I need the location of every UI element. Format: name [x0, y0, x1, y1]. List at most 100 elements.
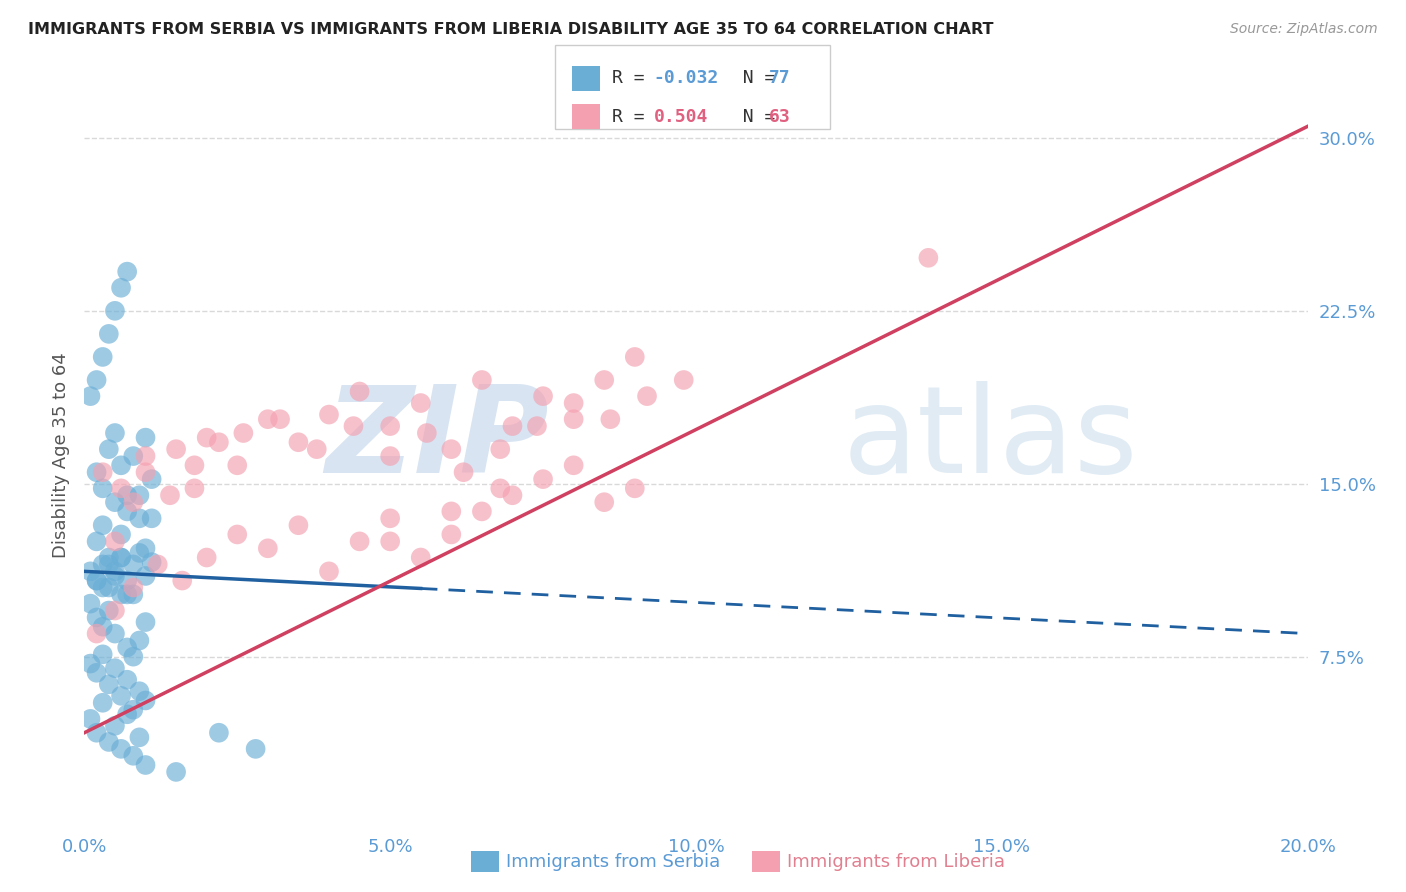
Point: [135, 465, 157, 479]
Point: [146, 558, 169, 572]
Point: [471, 373, 494, 387]
Point: [91, 518, 114, 533]
Point: [183, 481, 205, 495]
Point: [79, 565, 101, 579]
Point: [380, 534, 402, 549]
Point: [195, 550, 218, 565]
Point: [128, 633, 150, 648]
Point: [97, 603, 120, 617]
Text: R =: R =: [612, 70, 655, 87]
Point: [97, 326, 120, 341]
Point: [122, 649, 145, 664]
Point: [122, 748, 145, 763]
Point: [91, 581, 114, 595]
Point: [562, 412, 585, 426]
Point: [86, 465, 108, 479]
Point: [86, 725, 108, 739]
Point: [110, 689, 132, 703]
Point: [409, 550, 432, 565]
Point: [91, 696, 114, 710]
Point: [135, 693, 157, 707]
Point: [471, 504, 494, 518]
Point: [409, 396, 432, 410]
Text: Source: ZipAtlas.com: Source: ZipAtlas.com: [1230, 22, 1378, 37]
Point: [636, 389, 658, 403]
Point: [208, 435, 231, 450]
Point: [172, 574, 194, 588]
Point: [104, 661, 127, 675]
Point: [257, 541, 280, 556]
Point: [135, 449, 157, 463]
Point: [110, 550, 132, 565]
Point: [593, 495, 616, 509]
Point: [110, 527, 132, 541]
Point: [416, 425, 439, 440]
Point: [226, 458, 249, 473]
Point: [104, 425, 127, 440]
Point: [128, 546, 150, 560]
Point: [97, 735, 120, 749]
Point: [86, 373, 108, 387]
Point: [599, 412, 621, 426]
Y-axis label: Disability Age 35 to 64: Disability Age 35 to 64: [52, 352, 70, 558]
Text: ZIP: ZIP: [325, 382, 550, 499]
Text: R =: R =: [612, 108, 666, 126]
Point: [86, 574, 108, 588]
Point: [269, 412, 291, 426]
Point: [104, 626, 127, 640]
Point: [79, 389, 101, 403]
Point: [208, 725, 231, 739]
Point: [502, 419, 524, 434]
Point: [672, 373, 695, 387]
Point: [440, 504, 463, 518]
Point: [122, 703, 145, 717]
Point: [110, 550, 132, 565]
Text: Immigrants from Liberia: Immigrants from Liberia: [787, 853, 1005, 871]
Point: [115, 640, 138, 655]
Point: [245, 742, 267, 756]
Point: [115, 265, 138, 279]
Point: [562, 396, 585, 410]
Point: [128, 488, 150, 502]
Point: [562, 458, 585, 473]
Point: [380, 511, 402, 525]
Point: [79, 712, 101, 726]
Point: [91, 465, 114, 479]
Point: [86, 574, 108, 588]
Point: [318, 408, 340, 422]
Point: [349, 384, 371, 399]
Point: [489, 481, 512, 495]
Text: N =: N =: [721, 70, 786, 87]
Text: -0.032: -0.032: [654, 70, 718, 87]
Point: [128, 511, 150, 525]
Point: [115, 574, 138, 588]
Point: [440, 442, 463, 457]
Point: [257, 412, 280, 426]
Text: Immigrants from Serbia: Immigrants from Serbia: [506, 853, 720, 871]
Point: [305, 442, 328, 457]
Point: [97, 550, 120, 565]
Point: [232, 425, 254, 440]
Point: [104, 303, 127, 318]
Point: [122, 558, 145, 572]
Point: [79, 597, 101, 611]
Point: [128, 684, 150, 698]
Text: 0.504: 0.504: [654, 108, 709, 126]
Point: [502, 488, 524, 502]
Point: [97, 677, 120, 691]
Point: [110, 587, 132, 601]
Point: [624, 481, 647, 495]
Point: [287, 435, 309, 450]
Point: [110, 458, 132, 473]
Point: [226, 527, 249, 541]
Point: [917, 251, 939, 265]
Point: [531, 389, 554, 403]
Point: [97, 558, 120, 572]
Point: [135, 569, 157, 583]
Point: [86, 610, 108, 624]
Point: [141, 555, 163, 569]
Text: N =: N =: [721, 108, 786, 126]
Point: [440, 527, 463, 541]
Point: [115, 673, 138, 687]
Point: [165, 442, 187, 457]
